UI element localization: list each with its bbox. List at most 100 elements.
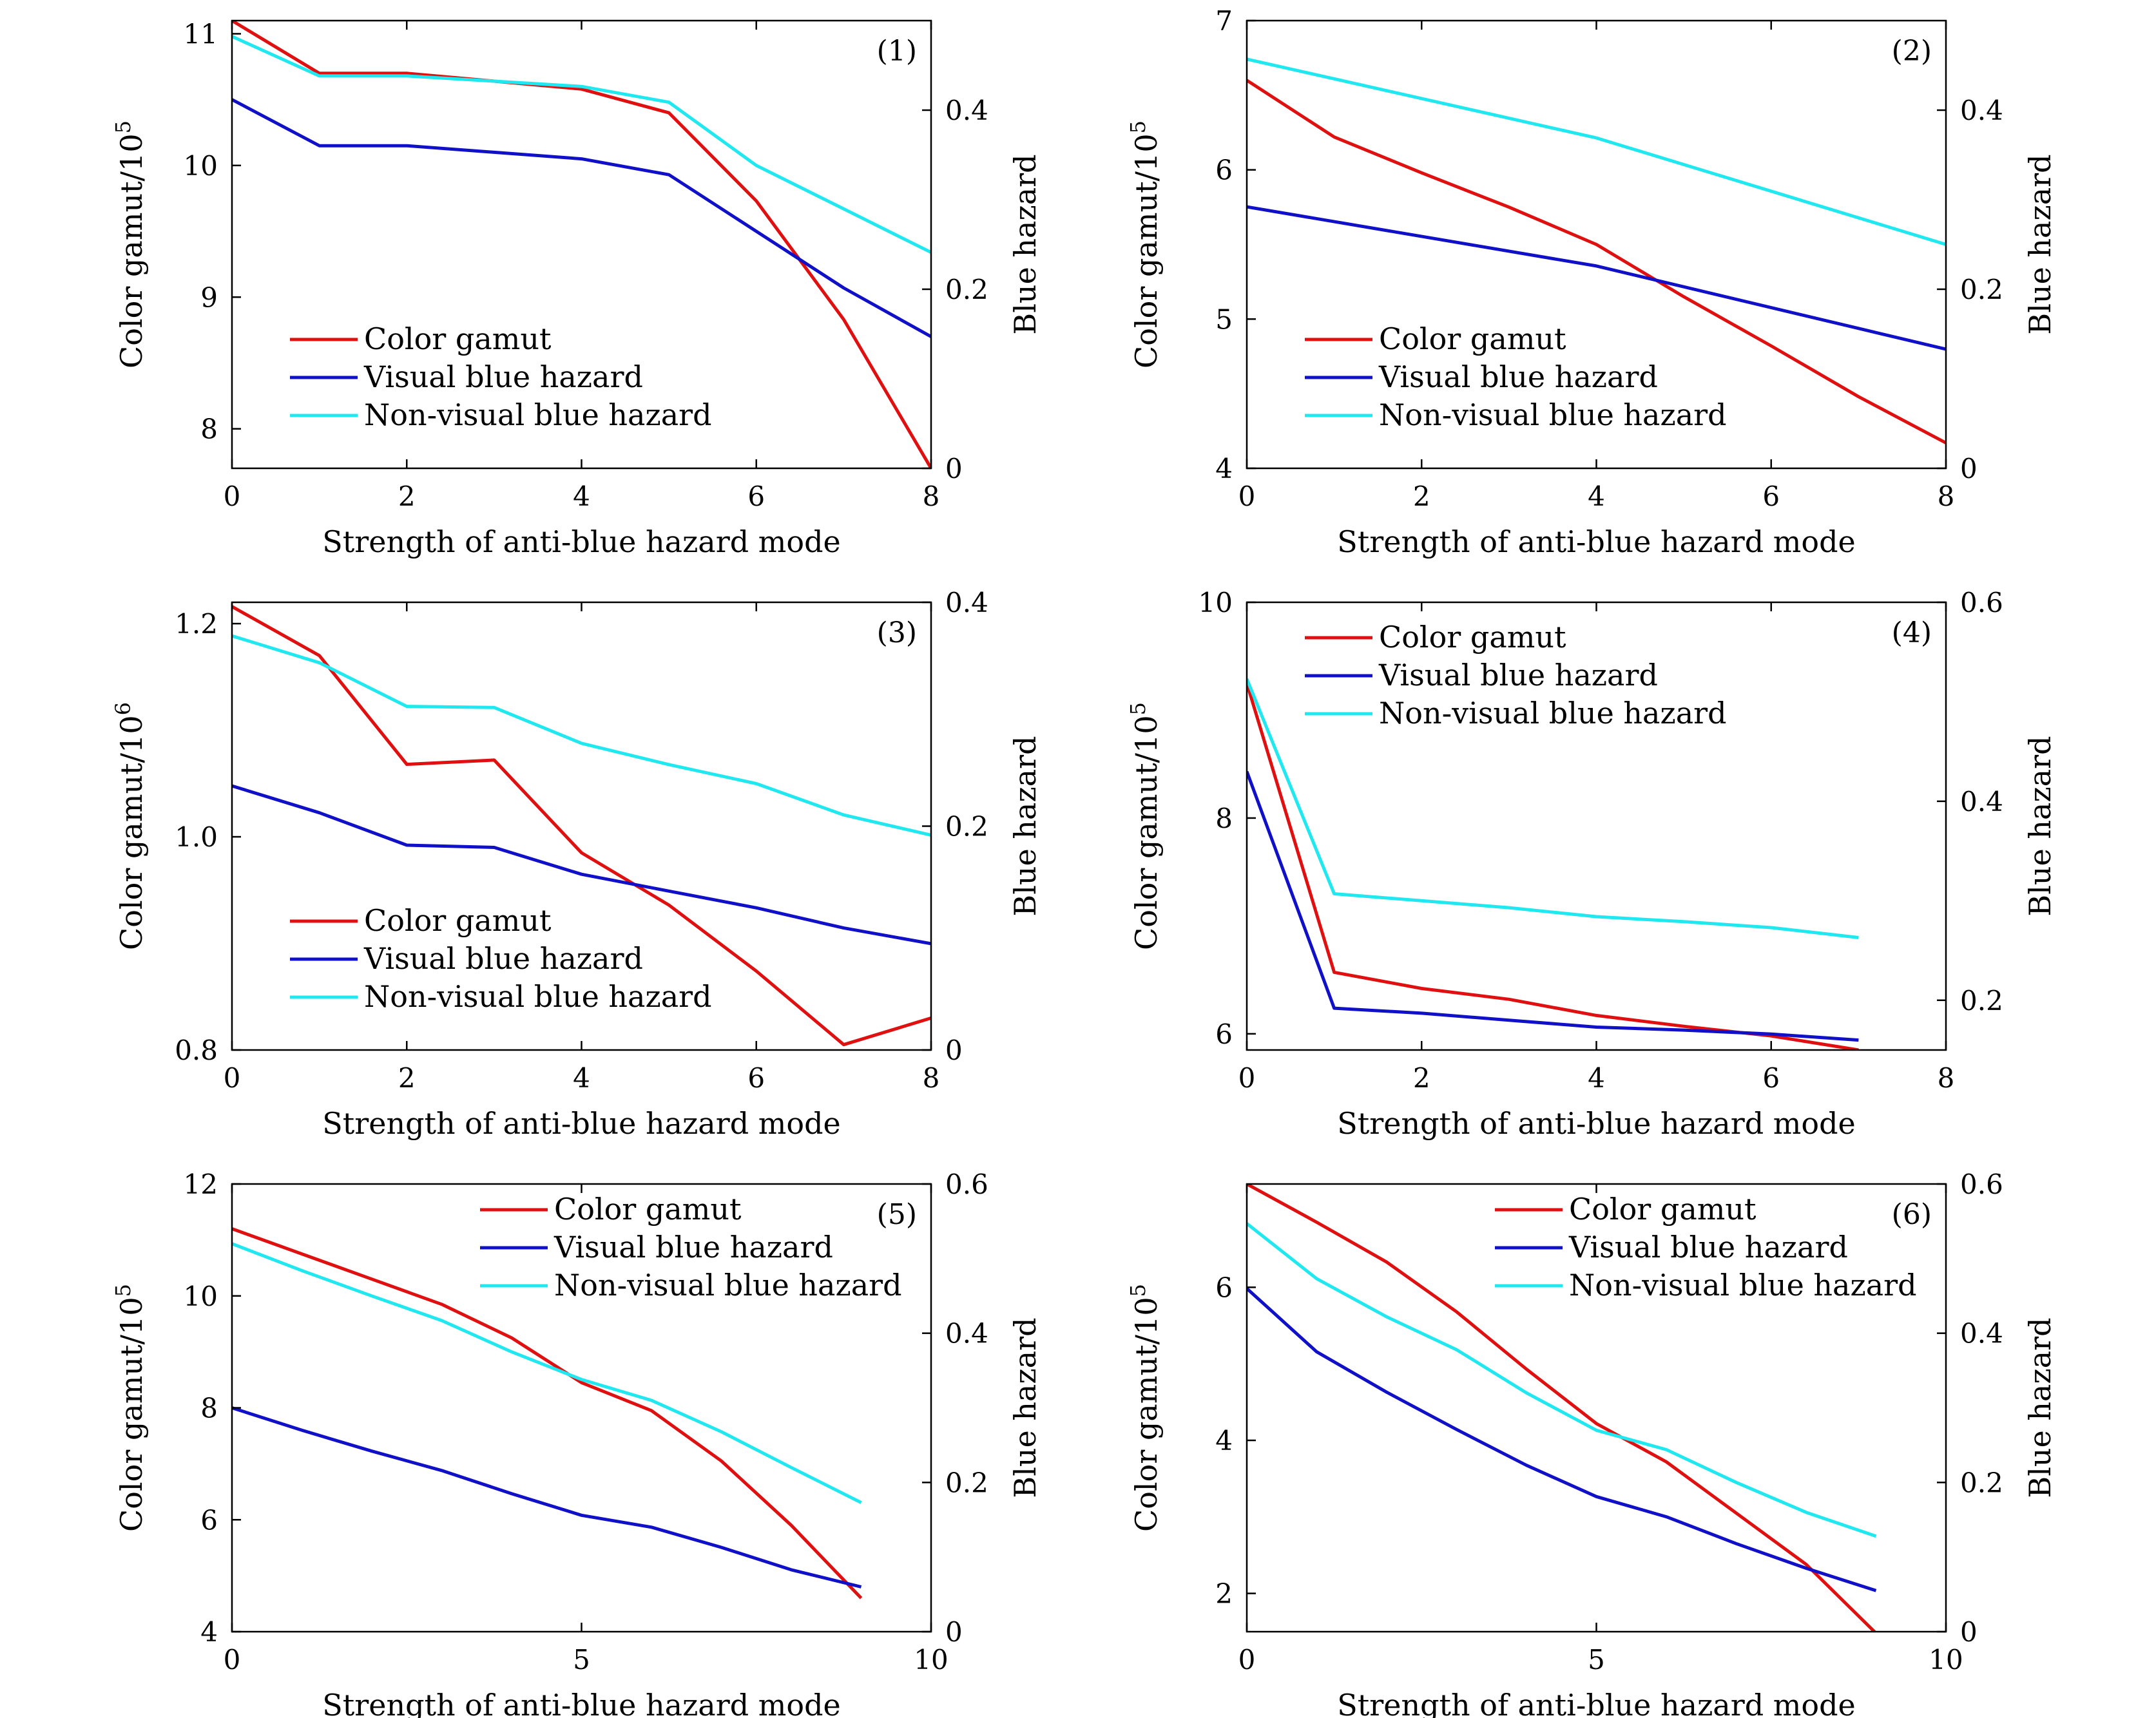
- chart-panel-4: 0 2 4 6 8 6 8 10 0.2 0.4 0.6 Strength of anti-blue …: [1126, 587, 2057, 1141]
- y-tick-label-left: 8: [1215, 803, 1233, 834]
- legend-entry: Color gamut: [1379, 321, 1566, 356]
- y-tick-label-right: 0.4: [945, 1318, 988, 1350]
- y-tick-label-right: 0.6: [1960, 587, 2003, 618]
- y-tick-label-right: 0: [1960, 453, 1978, 484]
- series-line-color-gamut: [1247, 79, 1946, 444]
- x-tick-label: 0: [1238, 1062, 1256, 1094]
- legend: Color gamut Visual blue hazardNon-visual …: [1495, 1192, 1917, 1303]
- y-axis-label-left-text: Color gamut/10: [114, 715, 149, 950]
- y-tick-label-left: 6: [1215, 1272, 1233, 1303]
- legend-entry: Color gamut: [1569, 1192, 1757, 1226]
- y-axis-label-left: Color gamut/105: [1126, 120, 1164, 368]
- y-tick-label-right: 0.2: [1960, 1467, 2003, 1498]
- y-tick-label-left: 6: [1215, 1018, 1233, 1050]
- x-tick-label: 4: [1588, 481, 1605, 512]
- y-axis-label-left: Color gamut/105: [111, 120, 149, 368]
- series-group: [232, 605, 931, 1047]
- x-tick-label: 4: [573, 481, 590, 512]
- series-line-nonvisual: [232, 634, 931, 837]
- series-group: [1247, 678, 1859, 1050]
- y-tick-label-left: 10: [184, 1281, 218, 1312]
- x-tick-label: 2: [1413, 481, 1430, 512]
- x-axis-label: Strength of anti-blue hazard mode: [1337, 1106, 1856, 1141]
- y-tick-label-left: 12: [184, 1169, 218, 1200]
- x-axis-label: Strength of anti-blue hazard mode: [322, 1688, 841, 1718]
- y-tick-label-right: 0.4: [1960, 1318, 2003, 1350]
- x-tick-label: 6: [1762, 481, 1780, 512]
- y-axis-label-right: Blue hazard: [1008, 736, 1043, 916]
- y-tick-label-left: 1.2: [175, 608, 218, 640]
- series-line-visual: [232, 98, 931, 338]
- y-axis-label-left-text: Color gamut/10: [1129, 133, 1164, 368]
- chart-panel-1: 0 2 4 6 8 8 9 10 11 0 0.2 0.4 Strength of anti-blue …: [111, 18, 1043, 559]
- y-axis-label-left: Color gamut/105: [1126, 702, 1164, 950]
- y-tick-label-left: 0.8: [175, 1035, 218, 1066]
- y-tick-label-right: 0: [1960, 1616, 1978, 1648]
- y-tick-label-left: 7: [1215, 5, 1233, 37]
- y-tick-label-left: 2: [1215, 1578, 1233, 1610]
- y-axis-label-left-text: Color gamut/10: [1129, 715, 1164, 950]
- series-line-nonvisual: [232, 1242, 862, 1504]
- panel-label: (1): [877, 35, 917, 68]
- x-tick-label: 5: [573, 1644, 590, 1675]
- x-axis-label: Strength of anti-blue hazard mode: [1337, 1688, 1856, 1718]
- series-line-nonvisual: [1247, 57, 1946, 246]
- series-line-visual: [232, 1406, 862, 1589]
- legend-entry: Visual blue hazard: [1568, 1230, 1848, 1265]
- y-axis-label-left-exponent: 5: [1126, 1284, 1150, 1297]
- y-axis-label-left-text: Color gamut/10: [114, 1297, 149, 1532]
- x-tick-label: 10: [914, 1644, 948, 1675]
- series-group: [232, 1227, 863, 1599]
- series-line-nonvisual: [1247, 1222, 1877, 1538]
- y-tick-label-right: 0.2: [1960, 274, 2003, 305]
- panel-label: (3): [877, 616, 917, 649]
- series-line-color-gamut: [232, 1227, 863, 1599]
- x-tick-label: 8: [923, 481, 940, 512]
- y-tick-label-right: 0: [945, 1616, 963, 1648]
- y-axis-label-right: Blue hazard: [2023, 1317, 2057, 1498]
- x-tick-label: 0: [224, 481, 241, 512]
- y-tick-label-right: 0.2: [945, 811, 988, 843]
- chart-panel-3: 0 2 4 6 8 0.8 1.0 1.2 0 0.2 0.4 Strength of anti-bl…: [111, 587, 1043, 1141]
- y-tick-label-left: 9: [200, 282, 218, 313]
- y-tick-label-left: 6: [1215, 155, 1233, 186]
- series-line-visual: [232, 784, 931, 946]
- panel-label: (6): [1892, 1198, 1932, 1231]
- legend-entry: Non-visual blue hazard: [554, 1268, 902, 1303]
- series-line-visual: [1247, 770, 1859, 1042]
- y-tick-label-left: 6: [200, 1504, 218, 1536]
- series-line-nonvisual: [232, 35, 931, 254]
- series-line-color-gamut: [1247, 682, 1859, 1050]
- y-tick-label-right: 0.6: [1960, 1169, 2003, 1200]
- y-tick-label-left: 5: [1215, 303, 1233, 335]
- y-axis-label-right: Blue hazard: [2023, 154, 2057, 334]
- y-tick-label-left: 8: [200, 414, 218, 445]
- x-tick-label: 8: [1938, 1062, 1955, 1094]
- y-tick-label-left: 1.0: [175, 821, 218, 853]
- x-tick-label: 2: [1413, 1062, 1430, 1094]
- y-tick-label-right: 0.2: [945, 1467, 988, 1498]
- y-tick-label-right: 0: [945, 1035, 963, 1066]
- y-tick-label-right: 0.4: [1960, 95, 2003, 126]
- y-axis-label-left-exponent: 5: [1126, 120, 1150, 133]
- series-line-color-gamut: [232, 21, 931, 468]
- x-tick-label: 2: [398, 481, 416, 512]
- y-axis-label-left: Color gamut/106: [111, 702, 149, 950]
- legend-entry: Non-visual blue hazard: [364, 979, 712, 1014]
- legend-entry: Color gamut: [554, 1192, 742, 1226]
- legend-entry: Visual blue hazard: [1378, 359, 1658, 394]
- y-axis-label-left: Color gamut/105: [1126, 1284, 1164, 1532]
- series-group: [1247, 57, 1946, 444]
- panel-label: (2): [1892, 35, 1932, 68]
- chart-panel-5: 0 5 10 4 6 8 10 12 0 0.2 0.4 0.6 Strength of anti-bl…: [111, 1169, 1043, 1718]
- y-axis-label-right: Blue hazard: [1008, 154, 1043, 334]
- y-tick-label-left: 4: [200, 1616, 218, 1648]
- y-tick-label-right: 0.4: [945, 95, 988, 126]
- x-tick-label: 4: [1588, 1062, 1605, 1094]
- series-line-nonvisual: [1247, 678, 1859, 939]
- x-tick-label: 5: [1588, 1644, 1605, 1675]
- legend-entry: Non-visual blue hazard: [1569, 1268, 1917, 1303]
